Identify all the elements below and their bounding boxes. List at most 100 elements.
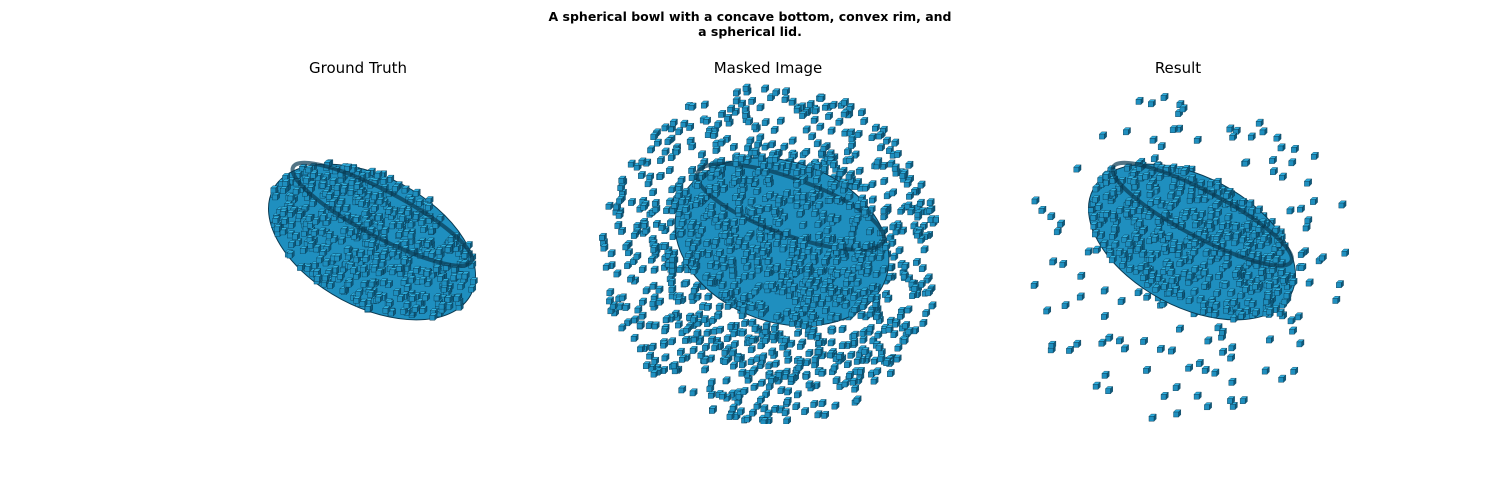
voxel-cube <box>385 299 394 308</box>
voxel-cube <box>847 236 856 245</box>
voxel-cube <box>280 216 290 225</box>
voxel-cube <box>816 317 825 326</box>
voxel-cube <box>403 283 412 292</box>
voxel-cube <box>862 241 871 250</box>
voxel-cube <box>648 342 657 352</box>
masked-image-voxel-render <box>597 82 939 424</box>
voxel-cube <box>748 207 757 217</box>
voxel-cube <box>1166 202 1175 211</box>
voxel-cube <box>1174 249 1183 259</box>
voxel-cube <box>787 373 797 382</box>
voxel-cube <box>1207 210 1216 219</box>
voxel-cube <box>802 147 811 156</box>
voxel-cube <box>860 287 869 296</box>
voxel-cube <box>646 172 655 181</box>
voxel-cube <box>803 201 812 211</box>
voxel-cube <box>723 334 732 343</box>
voxel-cube <box>770 404 780 413</box>
voxel-cube <box>279 185 289 195</box>
voxel-cube <box>328 198 337 207</box>
voxel-cube <box>605 201 614 210</box>
result-voxel-render <box>1007 82 1349 424</box>
voxel-cube <box>794 328 803 337</box>
voxel-cube <box>896 311 906 320</box>
voxel-cube <box>1101 370 1110 379</box>
voxel-cube <box>707 335 717 344</box>
voxel-cube <box>721 289 731 298</box>
voxel-cube <box>368 239 377 248</box>
voxel-cube <box>789 283 799 292</box>
voxel-cube <box>736 407 745 416</box>
voxel-cube <box>357 199 367 208</box>
voxel-cube <box>1100 239 1109 248</box>
voxel-cube <box>876 252 885 262</box>
voxel-cube <box>1098 131 1108 140</box>
voxel-cube <box>325 191 335 200</box>
voxel-cube <box>1248 299 1257 309</box>
voxel-cube <box>1167 268 1176 277</box>
voxel-cube <box>891 138 900 147</box>
voxel-cube <box>395 263 405 272</box>
voxel-cube <box>618 323 627 332</box>
voxel-cube <box>407 231 416 240</box>
voxel-cube <box>799 252 808 261</box>
voxel-cube <box>1108 231 1118 241</box>
voxel-cube <box>340 226 349 235</box>
masked-scatter-inner <box>647 140 891 387</box>
voxel-cube <box>853 395 862 404</box>
voxel-cube <box>779 342 788 351</box>
voxel-cube <box>746 175 755 185</box>
voxel-cube <box>1185 296 1194 305</box>
voxel-cube <box>352 214 362 223</box>
voxel-cube <box>767 280 777 290</box>
voxel-cube <box>432 264 442 273</box>
voxel-cube <box>271 192 281 201</box>
voxel-cube <box>763 268 772 277</box>
voxel-cube <box>403 300 412 309</box>
voxel-cube <box>865 227 875 236</box>
figure-title: A spherical bowl with a concave bottom, … <box>450 9 1050 39</box>
voxel-cube <box>1296 339 1305 348</box>
voxel-cube <box>1098 338 1107 347</box>
voxel-cube <box>1214 271 1224 280</box>
voxel-cube <box>920 245 929 254</box>
voxel-cube <box>1187 190 1196 199</box>
voxel-cube <box>1239 248 1249 257</box>
voxel-cube <box>1061 300 1070 310</box>
voxel-cube <box>868 180 877 189</box>
voxel-cube <box>1059 259 1068 269</box>
voxel-cube <box>677 175 686 185</box>
voxel-cube <box>687 221 696 230</box>
voxel-cube <box>407 275 416 284</box>
voxel-cube <box>688 102 697 111</box>
voxel-cube <box>342 203 351 213</box>
voxel-cube <box>788 244 798 253</box>
voxel-cube <box>737 154 746 163</box>
voxel-cube <box>846 128 856 137</box>
voxel-cube <box>273 224 282 233</box>
voxel-cube <box>1212 301 1221 310</box>
voxel-cube <box>315 255 325 264</box>
voxel-cube <box>1139 336 1149 346</box>
voxel-cube <box>319 248 328 257</box>
voxel-cube <box>650 131 659 141</box>
voxel-cube <box>745 117 754 126</box>
voxel-cube <box>423 268 432 278</box>
voxel-cube <box>638 157 647 166</box>
voxel-cube <box>1073 339 1082 348</box>
voxel-cube <box>804 246 813 255</box>
voxel-cube <box>761 117 770 127</box>
voxel-cube <box>1309 196 1319 206</box>
figure-title-line-1: A spherical bowl with a concave bottom, … <box>548 9 952 24</box>
voxel-cube <box>1218 347 1228 356</box>
voxel-cube <box>333 183 342 192</box>
voxel-cube <box>885 324 894 333</box>
voxel-cube <box>715 271 724 280</box>
voxel-cube <box>773 239 782 248</box>
voxel-cube <box>704 292 713 301</box>
voxel-cube <box>1119 260 1128 269</box>
voxel-cube <box>707 202 716 211</box>
voxel-cube <box>678 385 687 394</box>
voxel-cube <box>756 234 766 243</box>
voxel-cube <box>707 378 716 387</box>
